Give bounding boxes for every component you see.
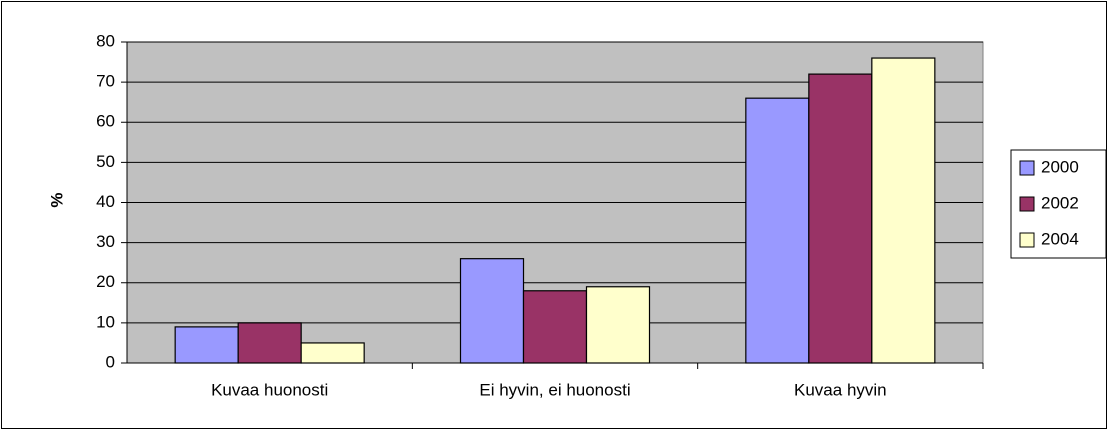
y-tick-label: 20: [96, 272, 115, 291]
y-tick-label: 0: [106, 352, 115, 371]
bar: [300, 342, 365, 364]
y-tick-label: 30: [96, 232, 115, 251]
legend-label: 2004: [1041, 229, 1079, 248]
bar: [745, 97, 810, 364]
bar: [522, 290, 588, 364]
legend-swatch: [1019, 160, 1035, 176]
bar: [808, 73, 873, 364]
x-tick-label: Kuvaa hyvin: [794, 380, 887, 399]
bar: [585, 286, 651, 364]
y-tick-label: 70: [96, 72, 115, 91]
legend-swatch: [1019, 232, 1035, 248]
y-tick-label: 40: [96, 192, 115, 211]
y-tick-label: 10: [96, 312, 115, 331]
legend-swatch: [1019, 196, 1035, 212]
bar: [871, 57, 936, 364]
legend-label: 2002: [1041, 193, 1079, 212]
legend-label: 2000: [1041, 157, 1079, 176]
y-tick-label: 80: [96, 31, 115, 50]
y-tick-label: 50: [96, 152, 115, 171]
x-tick-label: Ei hyvin, ei huonosti: [479, 380, 630, 399]
bar: [459, 258, 525, 364]
bar: [174, 326, 239, 364]
y-tick-label: 60: [96, 112, 115, 131]
bar: [237, 322, 302, 364]
x-tick-label: Kuvaa huonosti: [211, 380, 328, 399]
y-axis-label: %: [47, 192, 66, 207]
